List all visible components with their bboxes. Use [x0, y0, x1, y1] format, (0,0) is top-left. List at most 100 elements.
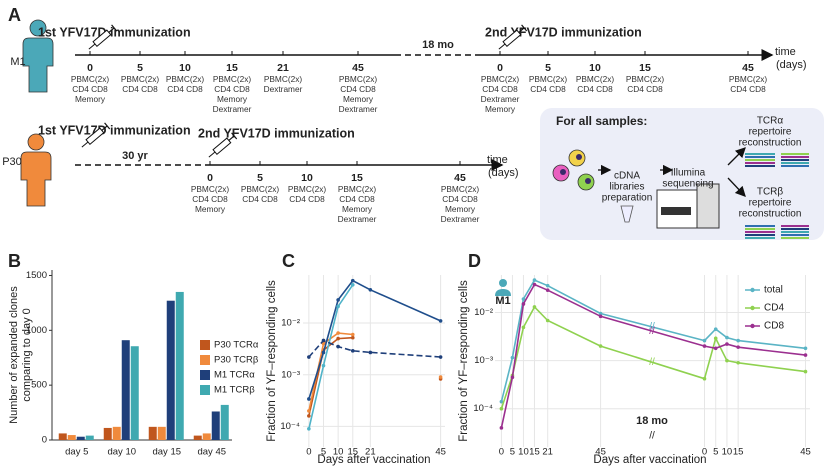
repertoire-bar: [781, 225, 809, 227]
bar: [166, 300, 175, 440]
sample-label: PBMC(2x): [121, 74, 159, 84]
y-tick-label: 10⁻³: [474, 355, 493, 366]
timepoint-day: 15: [351, 172, 363, 184]
line: [308, 284, 354, 429]
point: [532, 278, 537, 282]
cell-nucleus: [560, 169, 566, 175]
syringe-needle: [498, 43, 506, 50]
repertoire-bar: [781, 228, 809, 230]
x-tick-label: 21: [365, 447, 376, 458]
legend-dot: [750, 287, 755, 293]
workflow-step: libraries: [609, 182, 644, 193]
line: [308, 339, 441, 358]
point: [499, 399, 504, 404]
sample-label: PBMC(2x): [264, 74, 302, 84]
workflow-step: cDNA: [614, 171, 640, 182]
panel-label: C: [282, 251, 295, 271]
repertoire-bar: [745, 165, 775, 167]
subject-name: P30: [2, 156, 22, 168]
x-axis-label: Days after vaccination: [317, 454, 430, 466]
legend-swatch: [200, 370, 210, 380]
sample-label: CD4 CD8: [340, 84, 376, 94]
line: [309, 338, 441, 416]
legend-label: P30 TCRα: [214, 340, 259, 351]
workflow-step: Illumina: [671, 168, 706, 179]
timepoint-day: 10: [179, 62, 191, 74]
person-icon: [27, 133, 45, 151]
x-tick-label: day 5: [65, 447, 88, 458]
bar: [58, 433, 67, 440]
point: [307, 426, 311, 431]
x-tick-label: 0: [306, 447, 311, 458]
workflow-step: preparation: [602, 193, 653, 204]
legend-label: P30 TCRβ: [214, 355, 259, 366]
y-axis-label: Fraction of YF–responding cells: [458, 280, 470, 442]
point: [803, 369, 808, 374]
bar: [130, 346, 139, 440]
syringe-needle: [88, 43, 96, 50]
point: [321, 350, 326, 355]
sample-label: CD4 CD8: [242, 194, 278, 204]
point: [736, 338, 740, 343]
sample-label: PBMC(2x): [441, 184, 479, 194]
legend-label: total: [764, 285, 783, 296]
workflow-step: TCRβ: [757, 187, 784, 198]
sample-label: Dextramer: [213, 104, 252, 114]
point: [350, 335, 355, 340]
x-tick-label: 5: [321, 447, 326, 458]
point: [521, 302, 526, 306]
x-tick-label: 5: [713, 447, 718, 458]
point: [336, 344, 340, 349]
axis-break: //: [649, 326, 655, 337]
point: [350, 332, 355, 337]
repertoire-bar: [781, 156, 809, 158]
bar: [67, 435, 76, 440]
repertoire-bar: [781, 237, 809, 239]
point: [350, 278, 355, 283]
sample-label: PBMC(2x): [339, 74, 377, 84]
y-tick-label: 500: [31, 380, 47, 391]
syringe-needle: [208, 151, 216, 158]
sample-label: CD4 CD8: [192, 194, 228, 204]
sample-label: PBMC(2x): [71, 74, 109, 84]
point: [803, 346, 808, 351]
repertoire-bar: [781, 165, 809, 167]
bar: [103, 427, 112, 440]
point: [545, 283, 550, 288]
timepoint-day: 21: [277, 62, 289, 74]
point: [510, 375, 515, 380]
point: [336, 331, 340, 335]
point: [368, 350, 373, 355]
sample-label: Memory: [485, 104, 516, 114]
immunization-label: 2nd YFV17D immunization: [198, 126, 355, 140]
syringe-plunger: [111, 24, 118, 32]
timepoint-day: 10: [589, 62, 601, 74]
sample-label: Dextramer: [264, 84, 303, 94]
legend-swatch: [200, 385, 210, 395]
x-tick-label: 15: [529, 447, 540, 458]
point: [702, 376, 707, 381]
point: [307, 355, 311, 359]
sample-label: Memory: [445, 204, 476, 214]
point: [521, 325, 526, 330]
immunization-label: 1st YFV17D immunization: [38, 123, 191, 137]
interval-label: 18 mo: [422, 39, 454, 51]
axis-label: time: [775, 46, 796, 58]
syringe-body: [212, 137, 232, 156]
x-tick-label: 15: [347, 447, 358, 458]
point: [321, 363, 326, 368]
timepoint-day: 0: [497, 62, 503, 74]
bar: [76, 436, 85, 440]
repertoire-bar: [745, 153, 775, 155]
y-tick-label: 10⁻³: [281, 369, 300, 380]
person-icon: [499, 279, 507, 287]
syringe-plunger: [521, 24, 528, 32]
bar: [193, 435, 202, 440]
sample-label: PBMC(2x): [166, 74, 204, 84]
sample-label: PBMC(2x): [191, 184, 229, 194]
point: [438, 375, 443, 379]
repertoire-bar: [781, 162, 809, 164]
cell-nucleus: [585, 178, 591, 184]
cell-nucleus: [576, 154, 582, 160]
